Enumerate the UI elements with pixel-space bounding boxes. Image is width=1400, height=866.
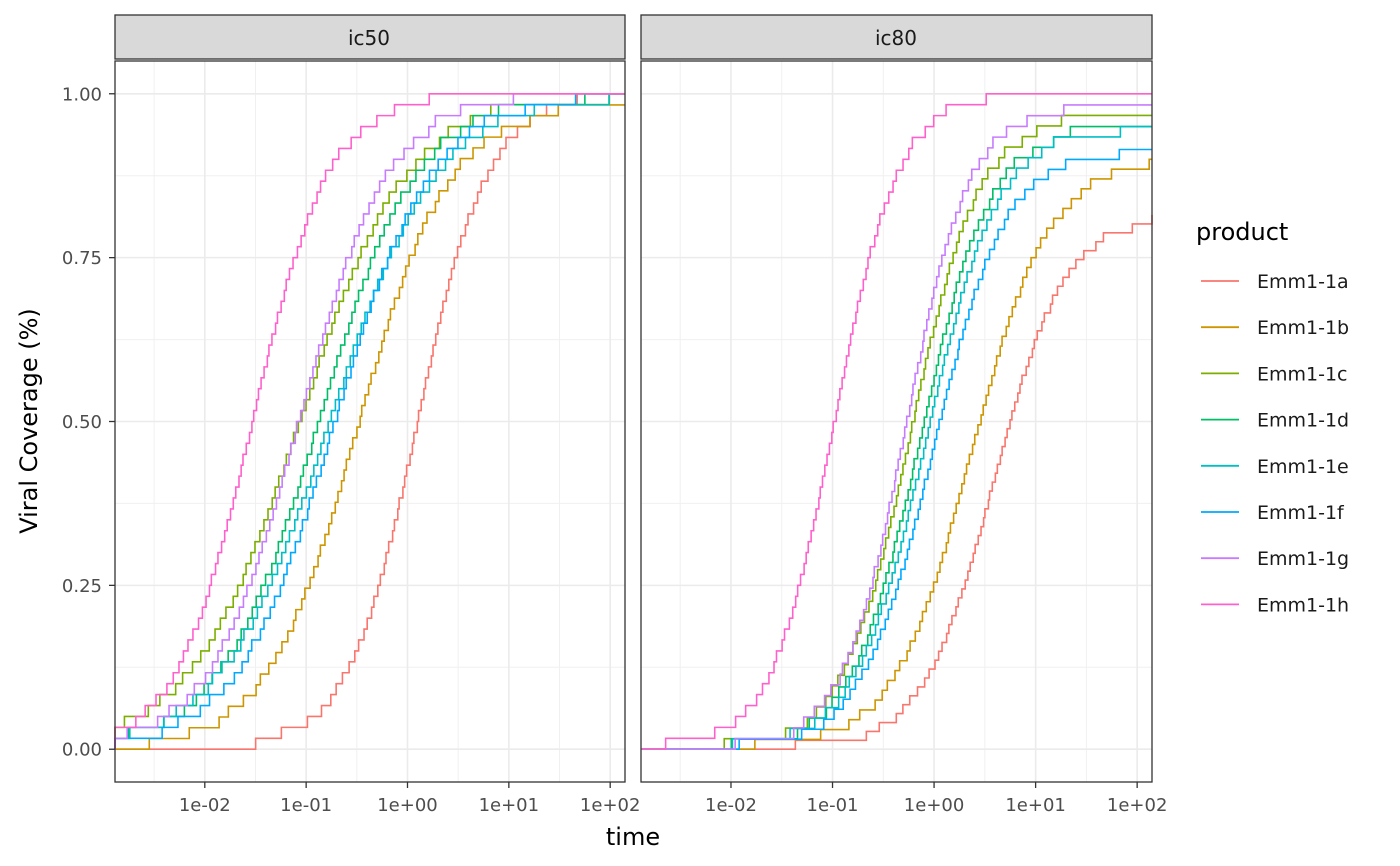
series-lines [114, 92, 625, 751]
facet-label-ic50: ic50 [348, 26, 390, 50]
y-axis-ticks: 0.00 0.25 0.50 0.75 1.00 [62, 84, 115, 761]
panel-ic50: 1e-02 1e-01 1e+00 1e+01 1e+02 [114, 14, 641, 816]
x-tick-label: 1e-02 [705, 795, 757, 816]
series-line-emm1-1f [114, 92, 625, 750]
facet-strip [640, 14, 1153, 60]
x-tick-label: 1e+01 [1005, 795, 1066, 816]
series-line-emm1-1a [641, 215, 1153, 751]
series-line-emm1-1h [641, 92, 1152, 751]
y-tick-label: 0.25 [62, 576, 102, 597]
legend-label: Emm1-1g [1257, 548, 1349, 570]
y-tick-label: 0.75 [62, 248, 102, 269]
series-line-emm1-1b [115, 104, 625, 751]
series-line-emm1-1f [641, 148, 1152, 751]
x-tick-label: 1e+00 [904, 795, 965, 816]
panel-ic80: 1e-02 1e-01 1e+00 1e+01 1e+02 [640, 14, 1167, 816]
x-axis-ticks: 1e-02 1e-01 1e+00 1e+01 1e+02 [705, 782, 1167, 816]
legend-label: Emm1-1f [1257, 502, 1345, 524]
x-tick-label: 1e+00 [377, 795, 438, 816]
x-tick-label: 1e-01 [280, 795, 332, 816]
x-axis-title: time [606, 823, 660, 851]
series-lines [641, 92, 1153, 751]
x-tick-label: 1e+02 [1107, 795, 1168, 816]
series-line-emm1-1g [641, 104, 1152, 751]
facet-label-ic80: ic80 [875, 26, 917, 50]
x-axis-ticks: 1e-02 1e-01 1e+00 1e+01 1e+02 [179, 782, 641, 816]
panel-border [640, 60, 1153, 783]
y-tick-label: 1.00 [62, 84, 102, 105]
legend-label: Emm1-1a [1257, 271, 1349, 293]
series-line-emm1-1d [641, 125, 1152, 751]
grid-lines [115, 61, 625, 782]
legend-title: product [1196, 218, 1288, 246]
series-line-emm1-1c [114, 92, 625, 750]
x-tick-label: 1e-02 [179, 795, 231, 816]
y-axis-title: Viral Coverage (%) [15, 308, 43, 534]
series-line-emm1-1a [115, 92, 625, 751]
legend-label: Emm1-1h [1257, 594, 1349, 616]
series-line-emm1-1b [641, 158, 1152, 751]
x-tick-label: 1e+01 [479, 795, 540, 816]
y-tick-label: 0.50 [62, 412, 102, 433]
facet-strip [114, 14, 626, 60]
legend-label: Emm1-1b [1257, 317, 1349, 339]
y-tick-label: 0.00 [62, 740, 102, 761]
x-tick-label: 1e+02 [580, 795, 641, 816]
series-line-emm1-1e [114, 92, 625, 750]
series-line-emm1-1h [114, 92, 625, 750]
legend-label: Emm1-1d [1257, 410, 1349, 432]
legend-label: Emm1-1c [1257, 363, 1348, 385]
series-line-emm1-1g [114, 92, 625, 750]
legend-label: Emm1-1e [1257, 456, 1349, 478]
series-line-emm1-1e [641, 125, 1152, 751]
grid-lines [641, 61, 1152, 782]
x-tick-label: 1e-01 [807, 795, 859, 816]
legend: product Emm1-1a Emm1-1b Emm1-1c Emm1-1d Emm1… [1196, 218, 1349, 616]
